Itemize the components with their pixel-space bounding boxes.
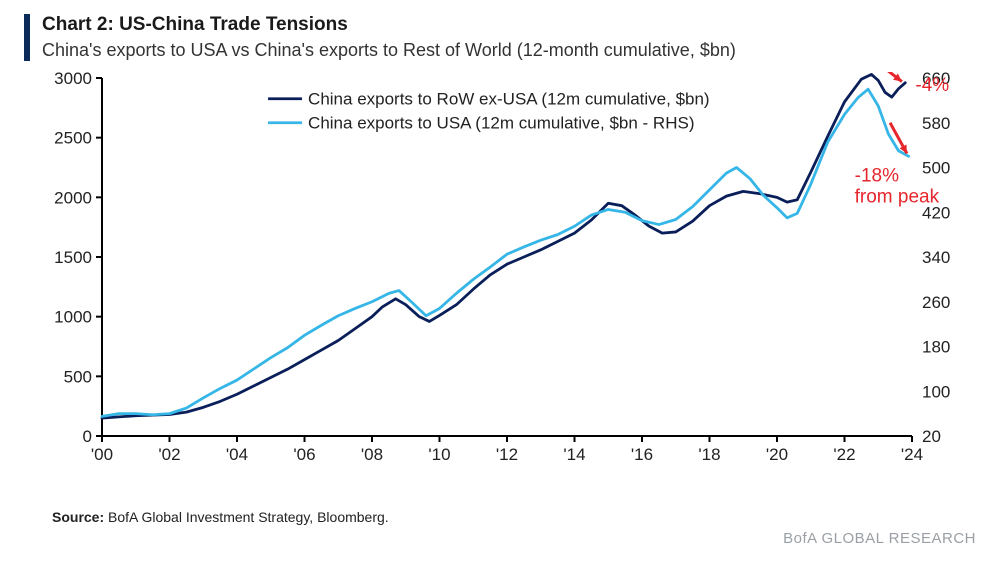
svg-text:100: 100 [922, 382, 950, 401]
svg-text:'12: '12 [496, 445, 518, 464]
svg-text:'04: '04 [226, 445, 248, 464]
source-line: Source: BofA Global Investment Strategy,… [52, 509, 389, 525]
svg-text:3000: 3000 [54, 72, 92, 88]
svg-text:China exports to RoW ex-USA (1: China exports to RoW ex-USA (12m cumulat… [308, 90, 710, 109]
svg-text:'02: '02 [158, 445, 180, 464]
line-chart: 0500100015002000250030002010018026034042… [30, 72, 970, 472]
svg-text:260: 260 [922, 293, 950, 312]
svg-text:'18: '18 [698, 445, 720, 464]
title-bar: Chart 2: US-China Trade Tensions China's… [24, 14, 976, 61]
source-label: Source: [52, 509, 104, 525]
chart-header: Chart 2: US-China Trade Tensions China's… [24, 14, 976, 61]
svg-text:500: 500 [64, 367, 92, 386]
svg-text:'14: '14 [563, 445, 585, 464]
svg-text:'06: '06 [293, 445, 315, 464]
svg-text:'22: '22 [833, 445, 855, 464]
chart-subtitle: China's exports to USA vs China's export… [42, 40, 976, 61]
source-text: BofA Global Investment Strategy, Bloombe… [108, 509, 389, 525]
svg-text:'00: '00 [91, 445, 113, 464]
svg-text:'08: '08 [361, 445, 383, 464]
svg-text:0: 0 [83, 427, 92, 446]
svg-text:340: 340 [922, 248, 950, 267]
svg-text:'24: '24 [901, 445, 923, 464]
svg-text:-18%: -18% [855, 165, 899, 186]
svg-text:1000: 1000 [54, 308, 92, 327]
svg-text:2500: 2500 [54, 129, 92, 148]
svg-text:20: 20 [922, 427, 941, 446]
chart-title: Chart 2: US-China Trade Tensions [42, 14, 976, 36]
chart-area: 0500100015002000250030002010018026034042… [30, 72, 970, 472]
svg-text:from peak: from peak [855, 186, 940, 207]
svg-text:'16: '16 [631, 445, 653, 464]
svg-text:'10: '10 [428, 445, 450, 464]
svg-text:500: 500 [922, 159, 950, 178]
svg-text:China exports to USA (12m cumu: China exports to USA (12m cumulative, $b… [308, 114, 694, 133]
svg-text:580: 580 [922, 114, 950, 133]
svg-text:'20: '20 [766, 445, 788, 464]
svg-text:-4%: -4% [915, 75, 949, 96]
watermark: BofA GLOBAL RESEARCH [783, 530, 976, 547]
svg-text:1500: 1500 [54, 248, 92, 267]
svg-text:2000: 2000 [54, 188, 92, 207]
svg-text:180: 180 [922, 338, 950, 357]
